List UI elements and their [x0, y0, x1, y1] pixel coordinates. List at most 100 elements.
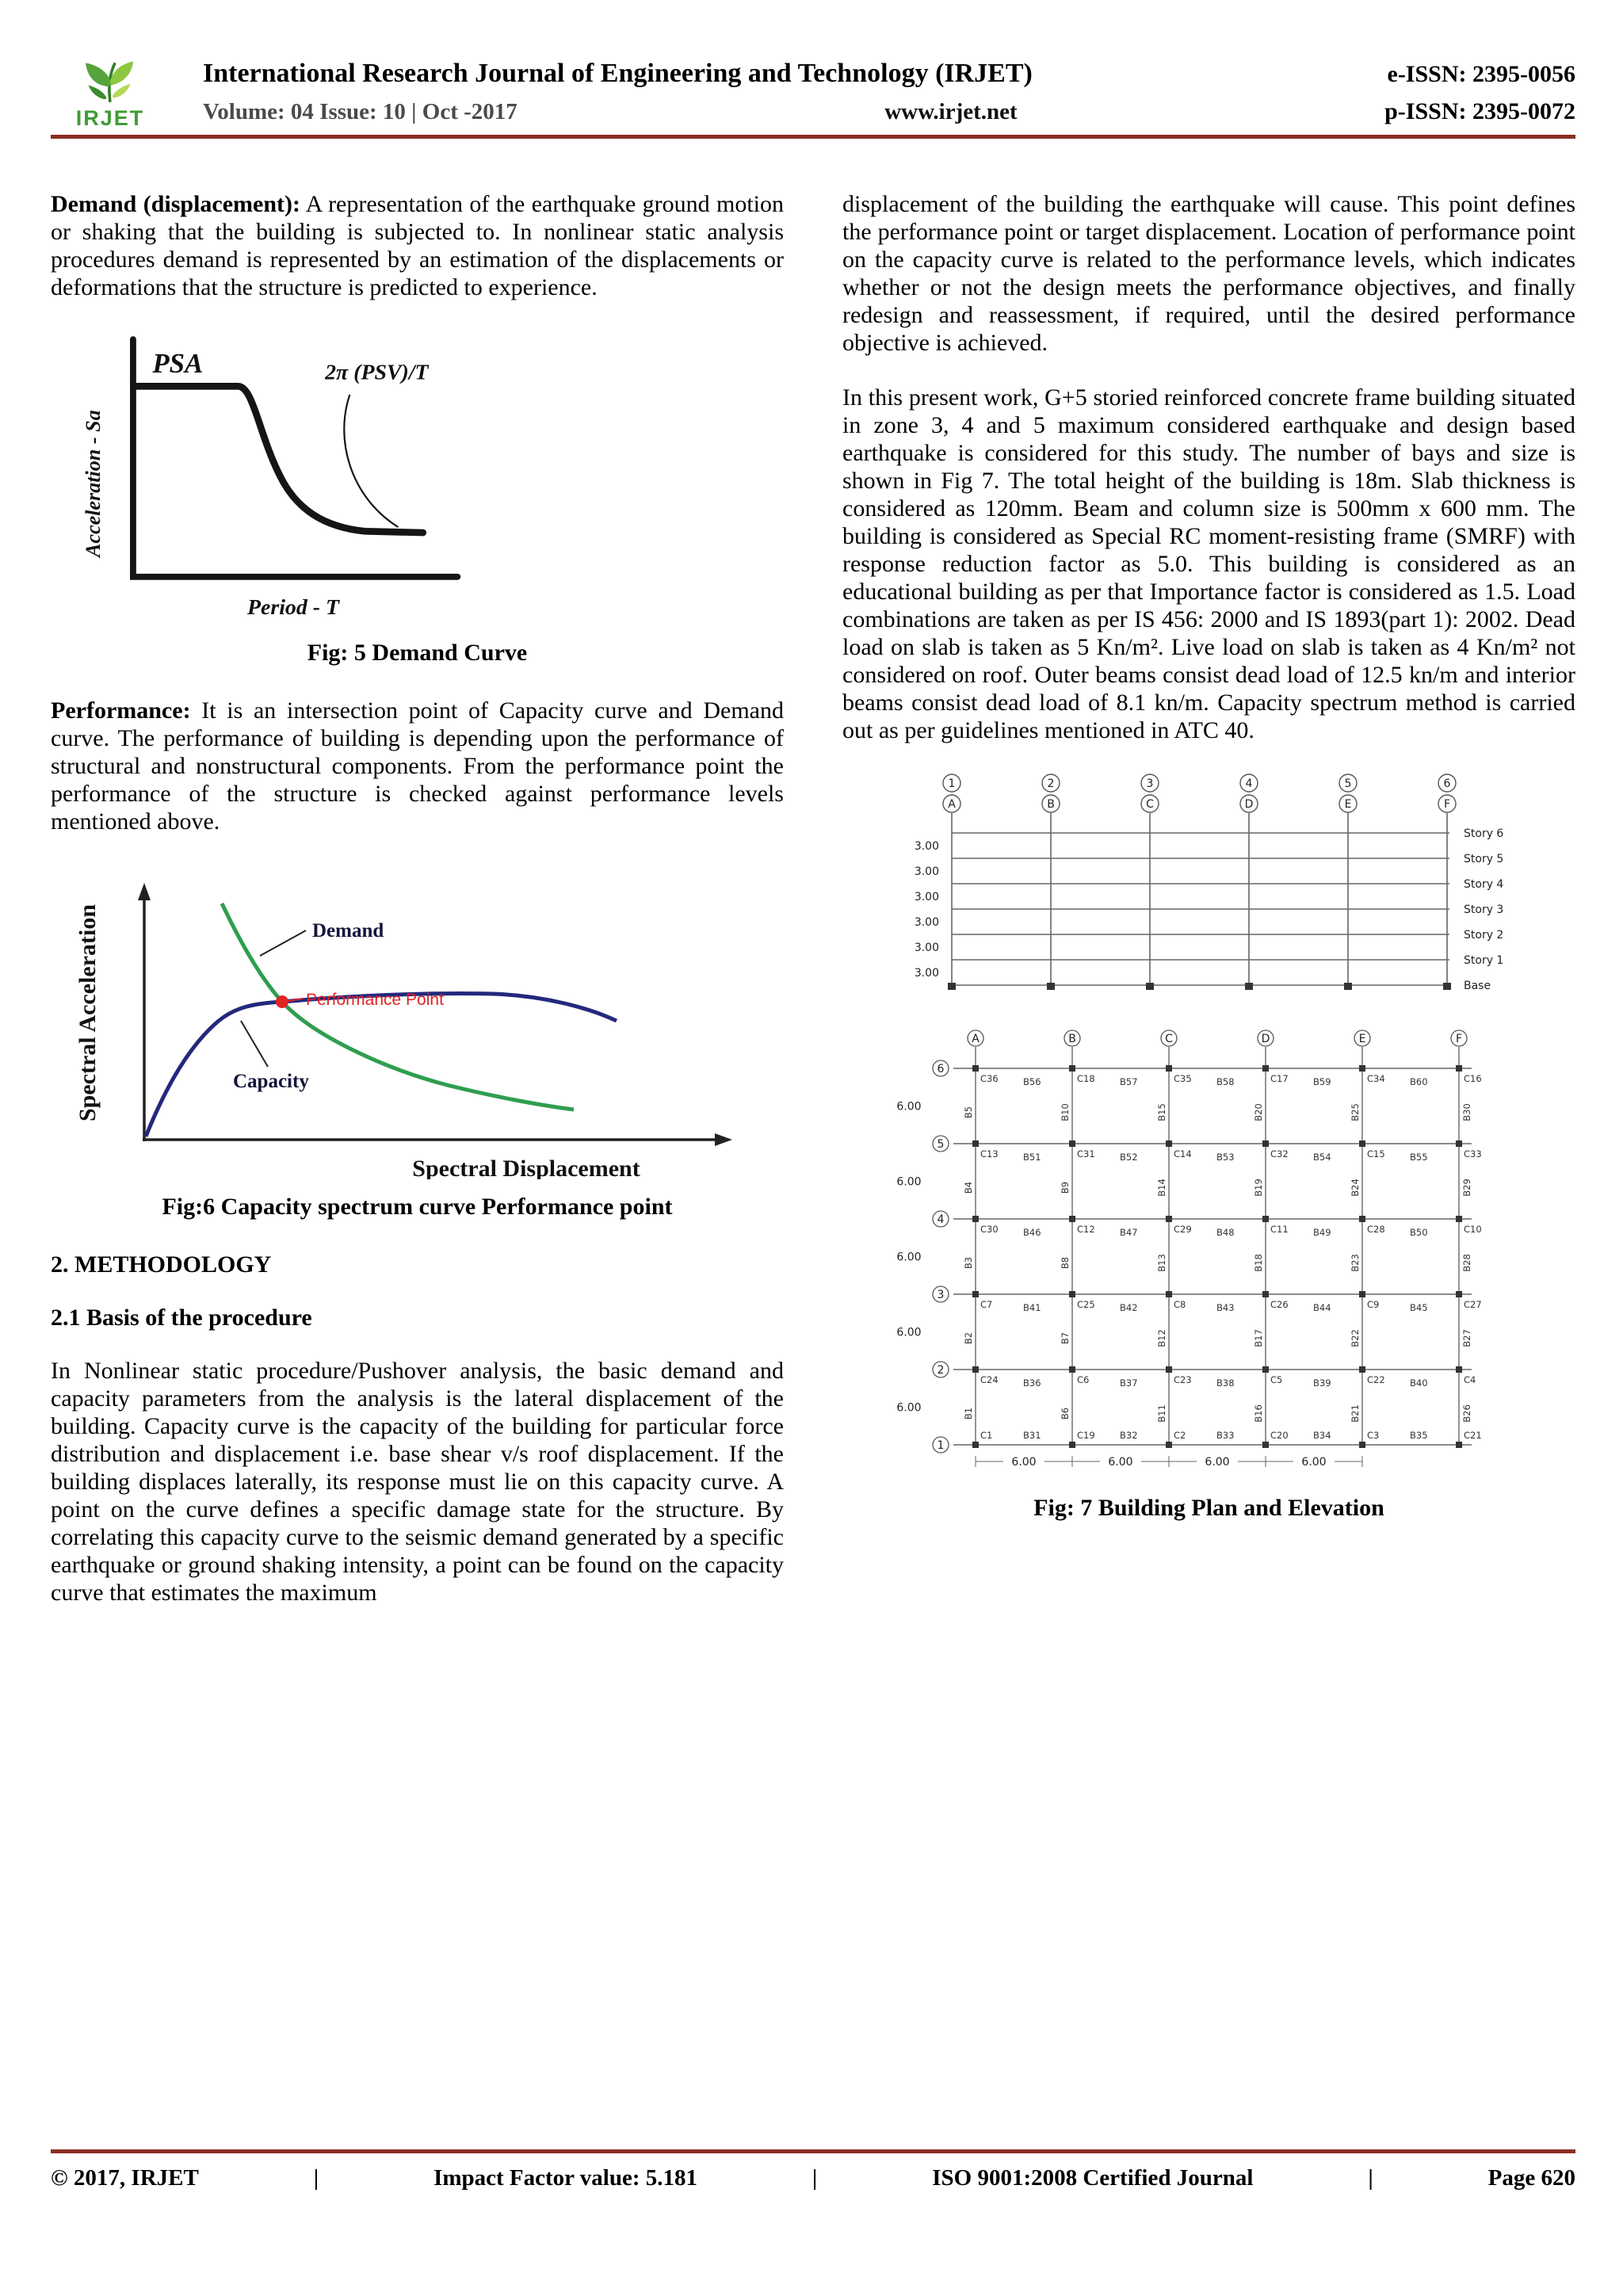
plan-column-marker: [1166, 1291, 1172, 1297]
elev-grid-number-circle: [1041, 774, 1060, 793]
footer-row: © 2017, IRJET | Impact Factor value: 5.1…: [51, 2165, 1575, 2191]
paragraph-pushover: In Nonlinear static procedure/Pushover a…: [51, 1358, 784, 1606]
elev-grid-number: 2: [1048, 777, 1055, 790]
elev-story-height-dim: 3.00: [915, 942, 939, 954]
plan-column-label: C23: [1174, 1374, 1192, 1385]
fig6-ylabel: Spectral Acceleration: [74, 904, 101, 1121]
plan-column-marker: [1262, 1442, 1269, 1448]
plan-beam-label: B38: [1216, 1377, 1235, 1389]
plan-column-marker: [1456, 1291, 1462, 1297]
plan-beam-label: B37: [1120, 1377, 1138, 1389]
fig5-caption: Fig: 5 Demand Curve: [307, 640, 528, 666]
plan-bay-dim-left: 6.00: [896, 1101, 921, 1114]
plan-beam-label-vertical: B5: [963, 1106, 974, 1118]
plan-column-marker: [1166, 1442, 1172, 1448]
plan-column-marker: [1359, 1216, 1365, 1222]
plan-beam-label-vertical: B29: [1461, 1179, 1472, 1197]
left-column: Demand (displacement): A representation …: [51, 190, 784, 1633]
plan-column-marker: [972, 1216, 979, 1222]
elev-grid-letter-circle: [1239, 794, 1258, 813]
plan-column-label: C15: [1367, 1148, 1385, 1159]
plan-beam-label-vertical: B18: [1253, 1254, 1264, 1272]
fig5-axes: [130, 336, 461, 580]
iso-certification: ISO 9001:2008 Certified Journal: [932, 2165, 1254, 2191]
plan-grid-letter-circle: [1450, 1030, 1468, 1047]
performance-text: It is an intersection point of Capacity …: [51, 697, 784, 835]
plan-beam-label: B35: [1410, 1430, 1428, 1441]
plan-beam-label-vertical: B1: [963, 1408, 974, 1419]
plan-column-label: C1: [980, 1430, 992, 1441]
plan-beam-label-vertical: B24: [1350, 1179, 1361, 1197]
plan-bay-dim-bottom: 6.00: [1108, 1456, 1132, 1469]
plan-column-marker: [1166, 1366, 1172, 1373]
plan-column-label: C11: [1270, 1224, 1289, 1235]
fig6-point-label: Performance Point: [306, 991, 444, 1009]
plan-bay-dim-left: 6.00: [896, 1402, 921, 1415]
elev-story-label: Story 4: [1464, 878, 1503, 891]
elev-story-label: Base: [1464, 980, 1491, 992]
copyright-text: © 2017, IRJET: [51, 2165, 199, 2191]
plan-grid-letter: B: [1068, 1033, 1076, 1045]
plan-column-marker: [1262, 1291, 1269, 1297]
plan-grid-number-circle: [932, 1436, 949, 1454]
plan-bay-dim-left: 6.00: [896, 1176, 921, 1189]
plan-column-label: C10: [1464, 1224, 1482, 1235]
elev-grid-number: 3: [1147, 777, 1154, 790]
fig6-xlabel: Spectral Displacement: [412, 1156, 640, 1179]
elev-grid-letter: A: [948, 798, 956, 811]
fig5-ylabel: Acceleration - Sa: [82, 410, 105, 559]
fig5-demand-curve-chart: Acceleration - Sa PSA 2π (PSV)/T Period - T: [82, 336, 461, 620]
elev-story-height-dim: 3.00: [915, 865, 939, 878]
elev-grid-letter-circle: [1041, 794, 1060, 813]
plan-column-label: C33: [1464, 1148, 1482, 1159]
elev-story-label: Story 3: [1464, 904, 1503, 916]
paragraph-demand: Demand (displacement): A representation …: [51, 190, 784, 301]
plan-column-marker: [972, 1065, 979, 1072]
demand-text: A representation of the earthquake groun…: [51, 191, 785, 300]
plan-column-marker: [1166, 1140, 1172, 1147]
plan-column-marker: [1456, 1140, 1462, 1147]
plan-beam-label: B54: [1313, 1152, 1331, 1163]
fig5-annotation-line: [343, 394, 399, 529]
fig6-x-axis-arrow: [715, 1133, 732, 1146]
plan-beam-label-vertical: B6: [1060, 1408, 1071, 1419]
fig5-xlabel: Period - T: [246, 595, 340, 620]
plan-column-label: C19: [1077, 1430, 1095, 1441]
plan-beam-label: B58: [1216, 1076, 1235, 1087]
plan-beam-label-vertical: B22: [1350, 1329, 1361, 1347]
plan-column-label: C22: [1367, 1374, 1385, 1385]
plan-beam-label: B45: [1410, 1302, 1428, 1313]
plan-column-marker: [1166, 1065, 1172, 1072]
plan-beam-label: B33: [1216, 1430, 1235, 1441]
plan-column-label: C5: [1270, 1374, 1282, 1385]
plan-beam-label: B41: [1023, 1302, 1041, 1313]
plan-column-label: C27: [1464, 1299, 1482, 1310]
performance-term: Performance:: [51, 697, 191, 724]
plan-beam-label-vertical: B8: [1060, 1257, 1071, 1269]
elev-grid-letter-circle: [1140, 794, 1159, 813]
plan-column-marker: [1359, 1065, 1365, 1072]
fig5-psa-label: PSA: [151, 348, 203, 379]
plan-column-label: C28: [1367, 1224, 1385, 1235]
plan-column-marker: [1069, 1442, 1075, 1448]
fig6-capacity-curve: [143, 991, 618, 1137]
plan-column-marker: [1262, 1140, 1269, 1147]
elev-story-height-dim: 3.00: [915, 840, 939, 853]
plan-column-label: C8: [1174, 1299, 1186, 1310]
plan-column-label: C2: [1174, 1430, 1186, 1441]
plan-beam-label: B50: [1410, 1227, 1428, 1238]
plan-beam-label: B60: [1410, 1076, 1428, 1087]
fig6-capacity-spectrum-chart: Spectral Acceleration Spectral Displaceme…: [74, 883, 732, 1179]
plan-column-label: C35: [1174, 1073, 1192, 1084]
plan-column-marker: [972, 1291, 979, 1297]
plan-grid-letter: A: [972, 1033, 980, 1045]
plan-column-label: C3: [1367, 1430, 1379, 1441]
plan-grid-letter: C: [1165, 1033, 1173, 1045]
plan-column-marker: [1262, 1216, 1269, 1222]
plan-column-label: C17: [1270, 1073, 1289, 1084]
fig5-demand-curve: [132, 383, 427, 537]
plan-column-marker: [1456, 1216, 1462, 1222]
volume-issue: Volume: 04 Issue: 10 | Oct -2017: [203, 99, 517, 124]
journal-website-link[interactable]: www.irjet.net: [884, 99, 1018, 124]
